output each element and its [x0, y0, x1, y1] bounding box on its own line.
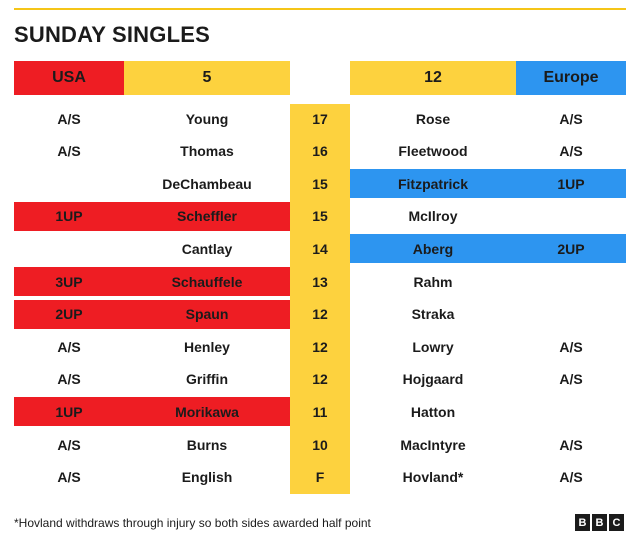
europe-result: 2UP — [557, 240, 585, 257]
usa-team-label: USA — [14, 61, 124, 95]
match-row: 3UP Schauffele 13 Rahm — [14, 267, 626, 296]
europe-result: 1UP — [557, 175, 585, 192]
usa-result: 3UP — [55, 273, 83, 290]
usa-result: 1UP — [55, 208, 83, 225]
usa-result: 2UP — [55, 306, 83, 323]
europe-result — [516, 267, 626, 296]
usa-player: Cantlay — [181, 240, 233, 257]
usa-score: 5 — [124, 61, 290, 95]
europe-player: Lowry — [412, 338, 454, 355]
europe-player: Hojgaard — [402, 371, 464, 388]
europe-result — [516, 202, 626, 231]
europe-player: Hovland* — [402, 469, 464, 486]
europe-player: Aberg — [412, 240, 454, 257]
europe-player: McIlroy — [408, 208, 458, 225]
usa-result: A/S — [57, 143, 81, 160]
europe-result: A/S — [559, 110, 583, 127]
hole-number: 12 — [312, 371, 328, 388]
europe-team-label: Europe — [516, 61, 626, 95]
usa-result — [14, 169, 124, 198]
usa-player: Spaun — [185, 306, 229, 323]
usa-lead-highlight — [14, 201, 290, 231]
europe-result: A/S — [559, 469, 583, 486]
match-row: A/S Burns 10 MacIntyre A/S — [14, 430, 626, 459]
usa-player: Morikawa — [175, 403, 239, 420]
usa-result: A/S — [57, 371, 81, 388]
europe-result: A/S — [559, 371, 583, 388]
usa-player: Henley — [184, 338, 230, 355]
hole-number: 15 — [312, 208, 328, 225]
hole-number: 16 — [312, 143, 328, 160]
match-row: 1UP Scheffler 15 McIlroy — [14, 201, 626, 231]
usa-result: 1UP — [55, 403, 83, 420]
usa-player: Thomas — [180, 143, 234, 160]
europe-score: 12 — [350, 61, 516, 95]
europe-result: A/S — [559, 436, 583, 453]
hole-number: 15 — [312, 175, 328, 192]
usa-player: Scheffler — [177, 208, 237, 225]
match-row: A/S Thomas 16 Fleetwood A/S — [14, 137, 626, 166]
bbc-logo-letter: B — [575, 514, 590, 531]
hole-number: 17 — [312, 110, 328, 127]
europe-result: A/S — [559, 338, 583, 355]
hole-number: 12 — [312, 306, 328, 323]
usa-result: A/S — [57, 110, 81, 127]
usa-player: English — [181, 469, 233, 486]
usa-result — [14, 234, 124, 263]
europe-result — [516, 300, 626, 329]
europe-lead-highlight — [350, 234, 626, 264]
match-row: A/S Griffin 12 Hojgaard A/S — [14, 365, 626, 394]
europe-player: Rose — [415, 110, 451, 127]
europe-player: Straka — [411, 306, 455, 323]
hole-number: 14 — [312, 240, 328, 257]
europe-lead-highlight — [350, 169, 626, 199]
bbc-logo: B B C — [575, 514, 624, 531]
usa-player: Griffin — [186, 371, 228, 388]
match-row: A/S English F Hovland* A/S — [14, 463, 626, 492]
page-title: SUNDAY SINGLES — [14, 22, 210, 47]
usa-player: Young — [185, 110, 229, 127]
match-row: DeChambeau 15 Fitzpatrick 1UP — [14, 169, 626, 199]
usa-result: A/S — [57, 436, 81, 453]
hole-number: F — [315, 469, 325, 486]
europe-player: Fitzpatrick — [397, 175, 468, 192]
bbc-logo-letter: B — [592, 514, 607, 531]
match-row: A/S Henley 12 Lowry A/S — [14, 332, 626, 361]
usa-player: Schauffele — [171, 273, 243, 290]
match-row: A/S Young 17 Rose A/S — [14, 104, 626, 133]
match-row: Cantlay 14 Aberg 2UP — [14, 234, 626, 264]
europe-player: Hatton — [410, 403, 456, 420]
europe-player: MacIntyre — [400, 436, 466, 453]
hole-number: 13 — [312, 273, 328, 290]
europe-result: A/S — [559, 143, 583, 160]
hole-number: 11 — [312, 403, 328, 420]
usa-result: A/S — [57, 469, 81, 486]
europe-player: Rahm — [413, 273, 453, 290]
usa-lead-highlight — [14, 397, 290, 427]
usa-player: DeChambeau — [162, 175, 252, 192]
match-row: 1UP Morikawa 11 Hatton — [14, 397, 626, 427]
usa-lead-highlight — [14, 299, 290, 329]
usa-lead-highlight — [14, 267, 290, 296]
usa-result: A/S — [57, 338, 81, 355]
holes-column-background — [290, 104, 350, 494]
hole-number: 12 — [312, 338, 328, 355]
europe-result — [516, 397, 626, 426]
bbc-logo-letter: C — [609, 514, 624, 531]
europe-player: Fleetwood — [398, 143, 468, 160]
footnote: *Hovland withdraws through injury so bot… — [14, 516, 371, 530]
hole-number: 10 — [312, 436, 328, 453]
top-rule — [14, 8, 626, 10]
match-row: 2UP Spaun 12 Straka — [14, 299, 626, 329]
usa-player: Burns — [186, 436, 228, 453]
